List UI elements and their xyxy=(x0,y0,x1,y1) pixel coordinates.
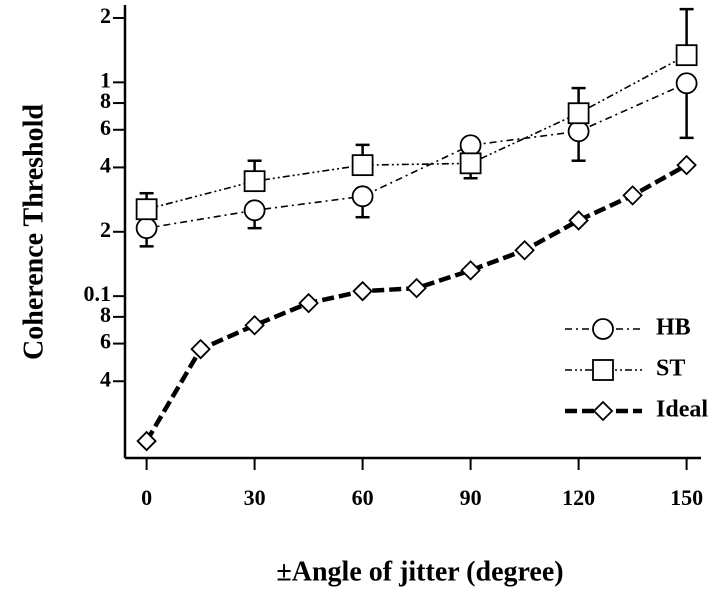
marker xyxy=(351,185,374,208)
y-tick-label: 2 xyxy=(100,217,111,242)
marker xyxy=(675,72,698,95)
y-axis-label: Coherence Threshold xyxy=(18,104,49,360)
marker xyxy=(567,120,590,143)
marker xyxy=(622,185,643,206)
marker xyxy=(459,134,482,157)
marker xyxy=(406,277,427,299)
y-tick-label: 8 xyxy=(100,302,111,327)
marker xyxy=(568,210,589,231)
x-tick-label: 60 xyxy=(352,485,374,510)
data-line xyxy=(144,163,688,443)
y-tick-label: 6 xyxy=(100,329,111,354)
x-tick-label: 90 xyxy=(460,485,482,510)
marker xyxy=(459,152,482,175)
y-tick-label: 4 xyxy=(100,152,111,177)
marker xyxy=(592,359,614,381)
marker xyxy=(243,170,266,193)
marker xyxy=(514,239,535,261)
x-tick-label: 30 xyxy=(244,485,266,510)
y-tick-label: 2 xyxy=(100,3,111,28)
marker xyxy=(351,154,374,177)
marker xyxy=(352,280,373,302)
legend-label: ST xyxy=(656,356,685,382)
marker xyxy=(135,198,158,221)
data-line xyxy=(146,54,687,211)
y-tick-label: 8 xyxy=(100,88,111,113)
x-axis-label: ±Angle of jitter (degree) xyxy=(276,556,563,587)
marker xyxy=(567,102,590,125)
y-tick-label: 0.1 xyxy=(84,281,112,306)
marker xyxy=(136,430,157,452)
y-tick-label: 4 xyxy=(100,366,111,391)
marker xyxy=(592,400,614,422)
marker xyxy=(676,154,697,176)
x-tick-label: 0 xyxy=(141,485,152,510)
marker xyxy=(190,338,211,360)
marker xyxy=(675,44,698,67)
marker xyxy=(460,260,481,281)
marker xyxy=(243,199,266,222)
marker xyxy=(298,292,319,314)
data-line xyxy=(146,82,687,229)
legend-label: HB xyxy=(656,315,691,341)
x-tick-label: 120 xyxy=(562,485,595,510)
y-tick-label: 1 xyxy=(100,67,111,92)
marker xyxy=(592,318,614,340)
marker xyxy=(244,314,265,336)
legend-label: Ideal xyxy=(656,397,708,423)
marker xyxy=(135,217,158,240)
y-tick-label: 6 xyxy=(100,115,111,140)
x-tick-label: 150 xyxy=(670,485,703,510)
